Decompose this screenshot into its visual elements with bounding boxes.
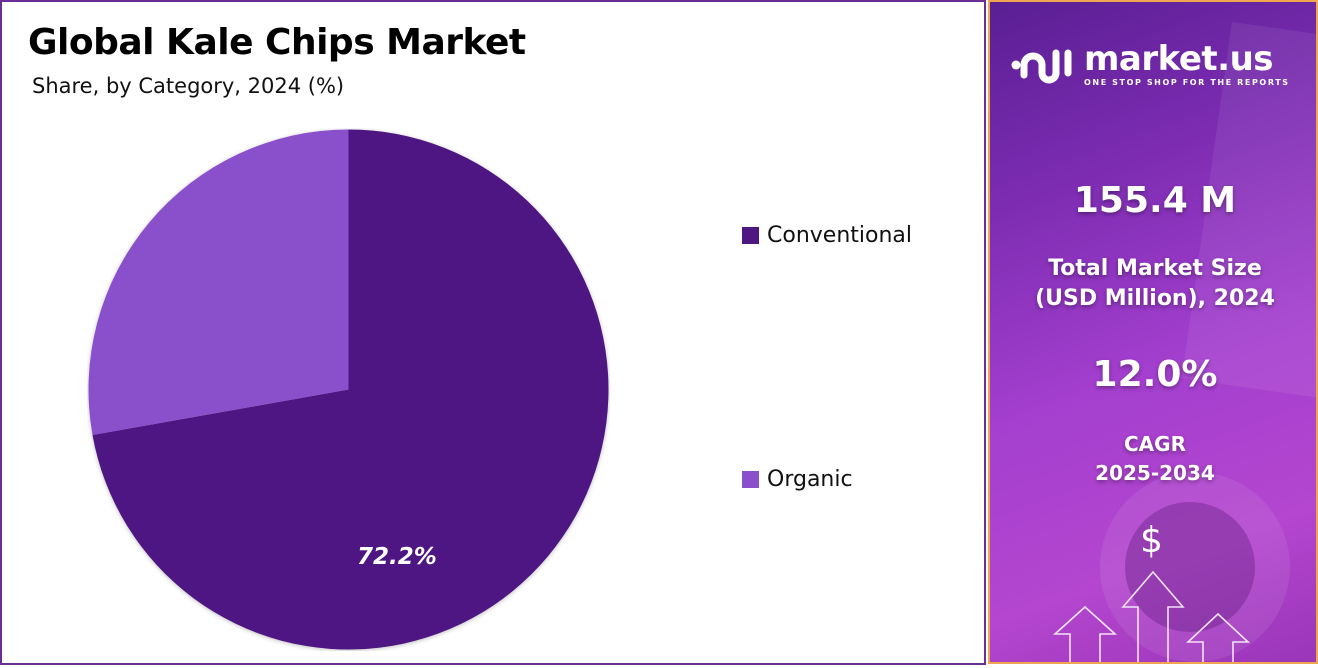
pie-slice-conventional[interactable] — [92, 129, 609, 650]
stats-sidebar: market.us ONE STOP SHOP FOR THE REPORTS … — [988, 0, 1318, 664]
market-us-logo-icon — [1011, 49, 1072, 83]
legend-label: Conventional — [767, 223, 912, 248]
background-decoration — [1125, 502, 1255, 632]
pie-chart — [88, 129, 609, 650]
cagr-label: CAGR 2025-2034 — [990, 430, 1316, 488]
legend-swatch-conventional — [742, 227, 759, 244]
legend-item-organic[interactable]: Organic — [742, 467, 853, 492]
background-decoration — [1100, 472, 1290, 662]
cagr-value: 12.0% — [1092, 354, 1218, 395]
dollar-icon: $ — [1140, 520, 1163, 561]
legend-label: Organic — [767, 467, 853, 492]
legend-swatch-organic — [742, 471, 759, 488]
brand-tagline: ONE STOP SHOP FOR THE REPORTS — [1084, 78, 1290, 87]
growth-arrows-icon — [1052, 570, 1251, 662]
brand-logo[interactable]: market.us ONE STOP SHOP FOR THE REPORTS — [1010, 42, 1290, 87]
chart-panel: Global Kale Chips Market Share, by Categ… — [0, 0, 986, 665]
market-size-label-line2: (USD Million), 2024 — [1035, 286, 1275, 311]
market-size-label: Total Market Size (USD Million), 2024 — [990, 254, 1316, 314]
cagr-label-line1: CAGR — [1124, 432, 1186, 456]
chart-title: Global Kale Chips Market — [28, 22, 526, 63]
market-size-label-line1: Total Market Size — [1048, 256, 1262, 281]
pie-slice-organic[interactable] — [88, 129, 349, 436]
legend-item-conventional[interactable]: Conventional — [742, 223, 912, 248]
pie-data-label: 72.2% — [357, 544, 437, 570]
market-size-value: 155.4 M — [1073, 180, 1237, 221]
brand-name: market.us — [1084, 39, 1274, 79]
cagr-label-line2: 2025-2034 — [1095, 461, 1215, 485]
chart-subtitle: Share, by Category, 2024 (%) — [32, 74, 345, 98]
